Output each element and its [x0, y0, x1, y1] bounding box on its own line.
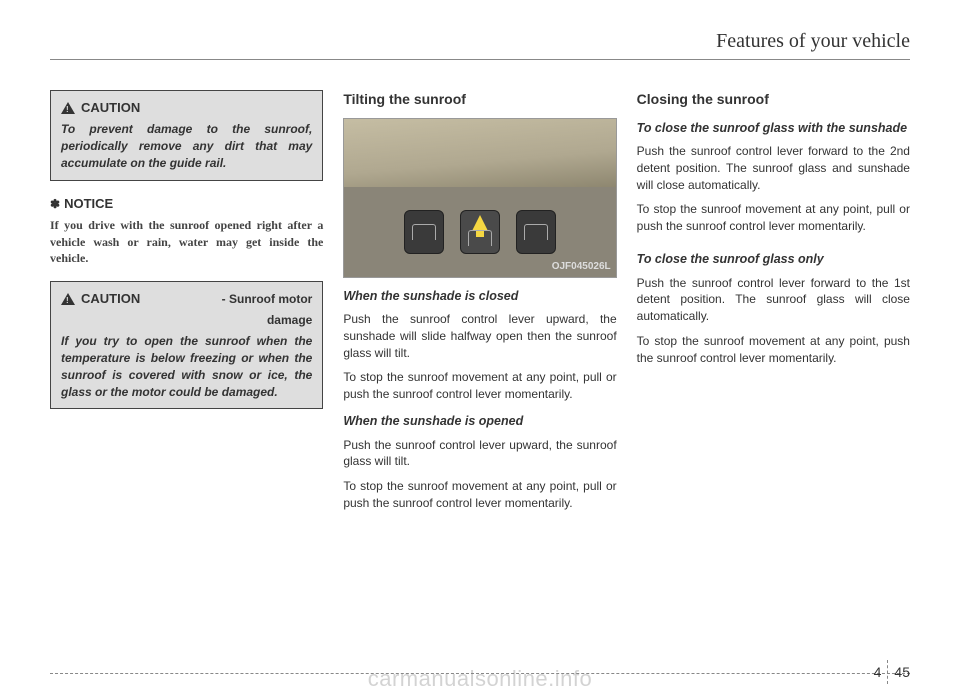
figure-code: OJF045026L	[552, 260, 611, 274]
content-columns: CAUTION To prevent damage to the sunroof…	[50, 90, 910, 520]
page: Features of your vehicle CAUTION To prev…	[0, 0, 960, 700]
column-2: Tilting the sunroof OJF045026L When the …	[343, 90, 616, 520]
body-text: To stop the sunroof movement at any poin…	[637, 201, 910, 235]
caution-body: To prevent damage to the sunroof, period…	[61, 121, 312, 171]
caution-label: CAUTION	[81, 99, 140, 117]
heading-tilting: Tilting the sunroof	[343, 90, 616, 110]
caution-header: CAUTION	[61, 99, 312, 117]
control-right	[516, 210, 556, 254]
body-text: Push the sunroof control lever forward t…	[637, 143, 910, 193]
control-icon	[468, 230, 492, 246]
body-text: To stop the sunroof movement at any poin…	[637, 333, 910, 367]
subheading-sunshade-opened: When the sunshade is opened	[343, 413, 616, 431]
arrow-up-icon	[472, 215, 488, 231]
page-number: 4 45	[874, 660, 910, 684]
subheading-sunshade-closed: When the sunshade is closed	[343, 288, 616, 306]
caution-subtitle-2: damage	[61, 312, 312, 329]
column-3: Closing the sunroof To close the sunroof…	[637, 90, 910, 520]
caution-header-2: CAUTION - Sunroof motor	[61, 290, 312, 308]
notice-star-icon: ✽	[50, 197, 60, 211]
notice-label: NOTICE	[64, 196, 113, 211]
subheading-close-with-sunshade: To close the sunroof glass with the suns…	[637, 120, 910, 138]
caution-label: CAUTION	[81, 290, 140, 308]
header-title: Features of your vehicle	[50, 30, 910, 60]
control-center	[460, 210, 500, 254]
figure-roof	[344, 119, 615, 189]
page-number-value: 45	[894, 664, 910, 680]
body-text: Push the sunroof control lever upward, t…	[343, 437, 616, 471]
heading-closing: Closing the sunroof	[637, 90, 910, 110]
body-text: To stop the sunroof movement at any poin…	[343, 478, 616, 512]
column-1: CAUTION To prevent damage to the sunroof…	[50, 90, 323, 520]
control-icon	[524, 224, 548, 240]
caution-subtitle-1: - Sunroof motor	[222, 291, 313, 308]
body-text: Push the sunroof control lever forward t…	[637, 275, 910, 325]
subheading-close-glass-only: To close the sunroof glass only	[637, 251, 910, 269]
warning-icon	[61, 102, 75, 114]
notice-header: ✽ NOTICE	[50, 195, 323, 213]
chapter-number: 4	[874, 664, 882, 680]
notice-body: If you drive with the sunroof opened rig…	[50, 217, 323, 267]
warning-icon	[61, 293, 75, 305]
body-text: Push the sunroof control lever upward, t…	[343, 311, 616, 361]
page-separator	[887, 660, 888, 684]
body-text: To stop the sunroof movement at any poin…	[343, 369, 616, 403]
sunroof-figure: OJF045026L	[343, 118, 616, 278]
control-icon	[412, 224, 436, 240]
control-left	[404, 210, 444, 254]
caution-box-motor-damage: CAUTION - Sunroof motor damage If you tr…	[50, 281, 323, 409]
caution-box-guide-rail: CAUTION To prevent damage to the sunroof…	[50, 90, 323, 181]
caution-body-2: If you try to open the sunroof when the …	[61, 333, 312, 400]
page-footer: 4 45	[50, 673, 910, 680]
